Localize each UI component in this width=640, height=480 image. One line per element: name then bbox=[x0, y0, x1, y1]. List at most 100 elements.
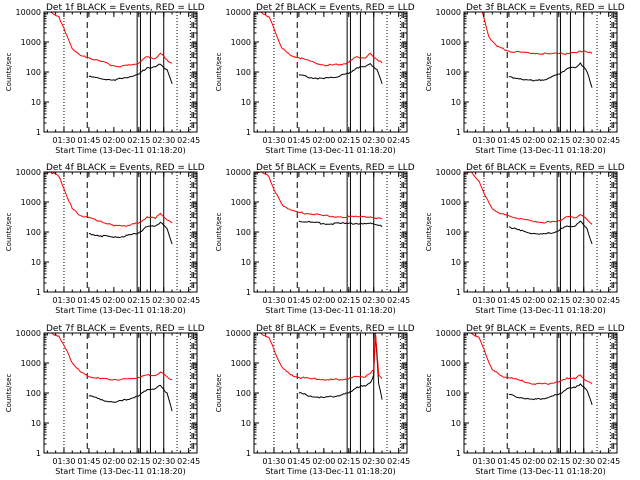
lld-series-line bbox=[254, 172, 383, 220]
x-tick-label: 02:45 bbox=[387, 296, 410, 305]
y-tick-label: 100 bbox=[26, 389, 41, 398]
y-tick-label: 10 bbox=[241, 258, 251, 267]
y-axis-label: Counts/sec bbox=[215, 53, 223, 92]
y-axis-label: Counts/sec bbox=[215, 213, 223, 252]
x-tick-label: 02:15 bbox=[127, 457, 150, 466]
y-tick-label: 1000 bbox=[231, 359, 251, 368]
x-tick-label: 02:30 bbox=[362, 136, 385, 145]
x-tick-label: 01:45 bbox=[287, 457, 310, 466]
y-tick-label: 10000 bbox=[16, 329, 41, 338]
panel-title: Det 6f BLACK = Events, RED = LLD bbox=[466, 163, 625, 173]
x-tick-label: 02:45 bbox=[177, 296, 200, 305]
x-tick-label: 01:45 bbox=[287, 136, 310, 145]
x-tick-label: 01:30 bbox=[472, 296, 495, 305]
y-tick-label: 100 bbox=[236, 389, 251, 398]
x-axis-label: Start Time (13-Dec-11 01:18:20) bbox=[55, 467, 186, 476]
y-axis-label: Counts/sec bbox=[425, 374, 433, 413]
x-tick-label: 02:30 bbox=[572, 296, 595, 305]
x-tick-label: 01:45 bbox=[287, 296, 310, 305]
x-axis-label: Start Time (13-Dec-11 01:18:20) bbox=[55, 306, 186, 315]
lld-series-line bbox=[44, 12, 173, 68]
plot-frame bbox=[463, 332, 618, 454]
detector-panel-4: Det 4f BLACK = Events, RED = LLD 1 10 100 10… bbox=[5, 163, 205, 315]
x-tick-label: 01:30 bbox=[472, 136, 495, 145]
y-tick-label: 1000 bbox=[441, 38, 461, 47]
detector-panel-1: Det 1f BLACK = Events, RED = LLD 1 10 100 10… bbox=[5, 3, 205, 155]
panel-title: Det 7f BLACK = Events, RED = LLD bbox=[46, 324, 205, 334]
y-axis-label: Counts/sec bbox=[215, 374, 223, 413]
y-tick-label: 1000 bbox=[21, 198, 41, 207]
x-tick-label: 02:45 bbox=[387, 136, 410, 145]
plot-frame bbox=[253, 332, 408, 454]
detector-panel-7: Det 7f BLACK = Events, RED = LLD 1 10 100 10… bbox=[5, 324, 205, 476]
detector-panel-8: Det 8f BLACK = Events, RED = LLD 1 10 100 10… bbox=[215, 324, 415, 476]
events-series-line bbox=[88, 384, 173, 412]
y-tick-label: 100 bbox=[236, 68, 251, 77]
lld-series-line bbox=[44, 172, 173, 227]
y-tick-label: 100 bbox=[236, 228, 251, 237]
x-tick-label: 02:30 bbox=[152, 136, 175, 145]
y-tick-label: 1 bbox=[36, 128, 41, 137]
y-tick-label: 10 bbox=[451, 258, 461, 267]
plot-frame bbox=[253, 11, 408, 133]
y-tick-label: 10000 bbox=[226, 329, 251, 338]
x-tick-label: 02:00 bbox=[102, 296, 125, 305]
x-tick-label: 01:30 bbox=[262, 136, 285, 145]
lld-series-line bbox=[254, 12, 383, 67]
x-tick-label: 01:45 bbox=[77, 296, 100, 305]
x-axis-label: Start Time (13-Dec-11 01:18:20) bbox=[475, 146, 606, 155]
plot-frame bbox=[253, 171, 408, 293]
x-tick-label: 01:45 bbox=[497, 296, 520, 305]
events-series-line bbox=[508, 220, 593, 245]
x-tick-label: 02:45 bbox=[387, 457, 410, 466]
x-axis-label: Start Time (13-Dec-11 01:18:20) bbox=[475, 306, 606, 315]
lld-series-line bbox=[254, 333, 383, 381]
y-tick-label: 10 bbox=[31, 419, 41, 428]
x-tick-label: 02:30 bbox=[152, 296, 175, 305]
x-tick-label: 01:30 bbox=[472, 457, 495, 466]
y-tick-label: 10 bbox=[31, 98, 41, 107]
panel-title: Det 2f BLACK = Events, RED = LLD bbox=[256, 3, 415, 13]
plot-frame bbox=[43, 171, 198, 293]
y-tick-label: 10000 bbox=[436, 8, 461, 17]
x-tick-label: 02:00 bbox=[522, 136, 545, 145]
y-tick-label: 100 bbox=[446, 68, 461, 77]
x-tick-label: 02:00 bbox=[522, 296, 545, 305]
events-series-line bbox=[508, 383, 593, 406]
x-tick-label: 02:45 bbox=[597, 457, 620, 466]
y-tick-label: 1 bbox=[456, 449, 461, 458]
y-axis-label: Counts/sec bbox=[5, 53, 13, 92]
x-axis-label: Start Time (13-Dec-11 01:18:20) bbox=[55, 146, 186, 155]
y-tick-label: 100 bbox=[446, 389, 461, 398]
x-tick-label: 02:45 bbox=[177, 136, 200, 145]
x-tick-label: 01:30 bbox=[52, 136, 75, 145]
x-tick-label: 02:00 bbox=[522, 457, 545, 466]
y-tick-label: 10 bbox=[241, 419, 251, 428]
y-tick-label: 1 bbox=[246, 288, 251, 297]
x-tick-label: 02:45 bbox=[597, 136, 620, 145]
x-axis-label: Start Time (13-Dec-11 01:18:20) bbox=[265, 306, 396, 315]
x-tick-label: 02:15 bbox=[337, 457, 360, 466]
y-tick-label: 100 bbox=[26, 68, 41, 77]
x-tick-label: 02:15 bbox=[127, 136, 150, 145]
y-tick-label: 1000 bbox=[441, 198, 461, 207]
x-tick-label: 02:15 bbox=[547, 457, 570, 466]
events-series-line bbox=[298, 333, 383, 400]
y-tick-label: 10000 bbox=[226, 168, 251, 177]
x-tick-label: 01:30 bbox=[52, 296, 75, 305]
detector-panel-2: Det 2f BLACK = Events, RED = LLD 1 10 100 10… bbox=[215, 3, 415, 155]
x-tick-label: 02:00 bbox=[312, 136, 335, 145]
y-tick-label: 10 bbox=[241, 98, 251, 107]
panel-title: Det 8f BLACK = Events, RED = LLD bbox=[256, 324, 415, 334]
x-tick-label: 02:30 bbox=[572, 136, 595, 145]
x-axis-label: Start Time (13-Dec-11 01:18:20) bbox=[265, 467, 396, 476]
x-axis-label: Start Time (13-Dec-11 01:18:20) bbox=[265, 146, 396, 155]
y-tick-label: 1000 bbox=[231, 198, 251, 207]
x-tick-label: 02:30 bbox=[362, 457, 385, 466]
panel-title: Det 4f BLACK = Events, RED = LLD bbox=[46, 163, 205, 173]
x-tick-label: 02:15 bbox=[547, 136, 570, 145]
x-tick-label: 02:30 bbox=[572, 457, 595, 466]
panel-title: Det 5f BLACK = Events, RED = LLD bbox=[256, 163, 415, 173]
x-tick-label: 01:30 bbox=[262, 296, 285, 305]
